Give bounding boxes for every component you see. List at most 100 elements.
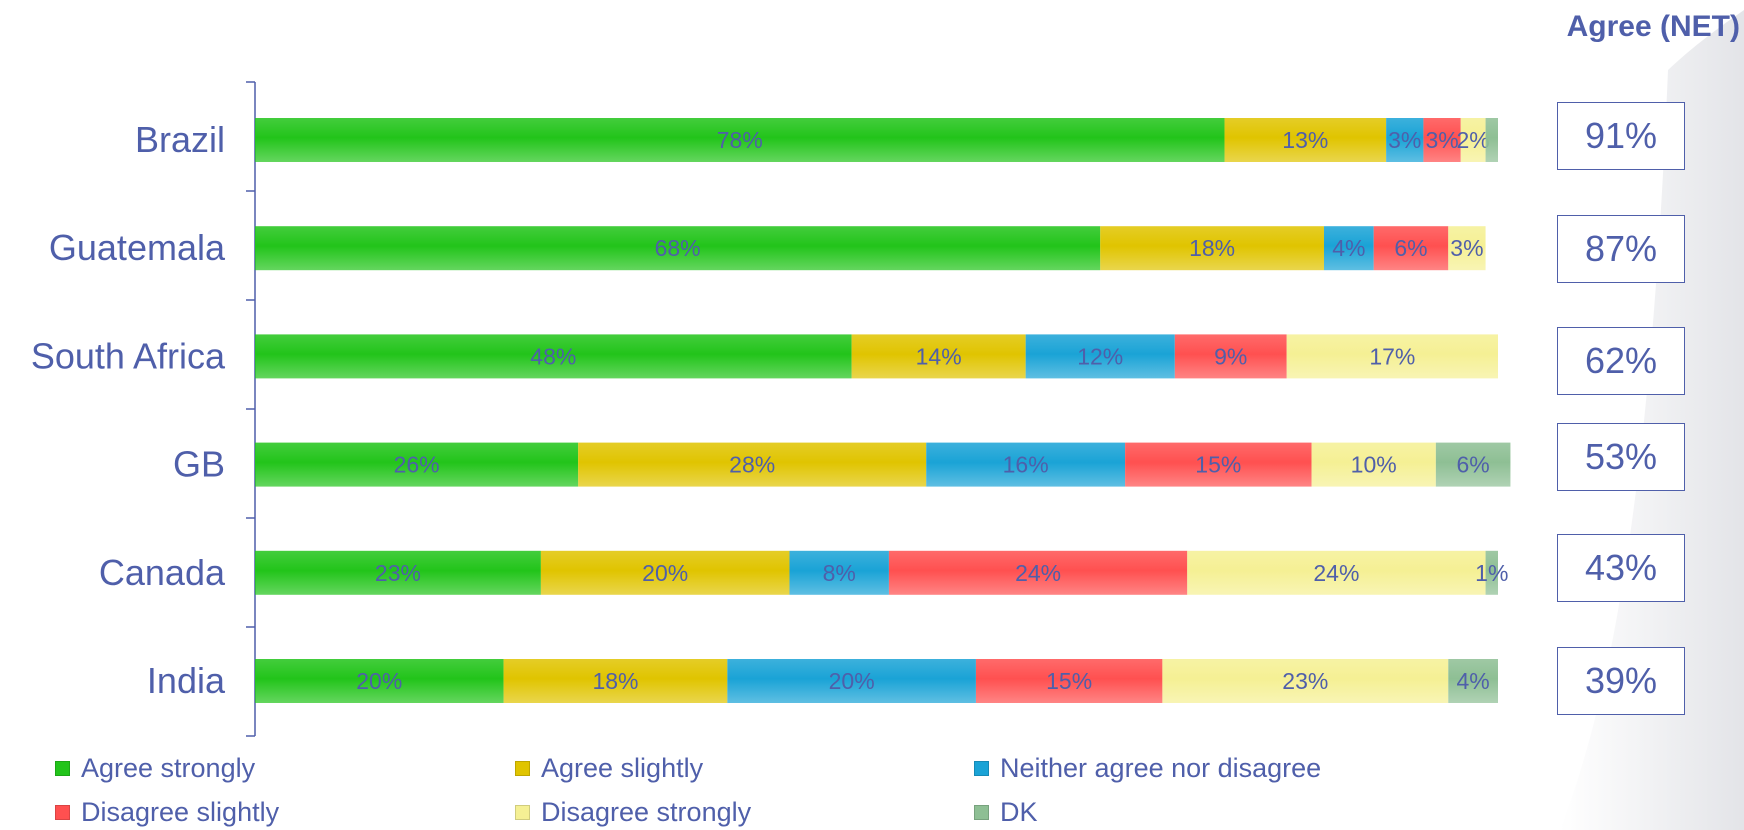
bar-segment bbox=[1460, 118, 1486, 162]
data-label: 16% bbox=[1003, 452, 1049, 478]
legend-label: Disagree slightly bbox=[81, 797, 280, 827]
legend-item-dk: DK bbox=[974, 797, 1038, 828]
data-label: 24% bbox=[1313, 560, 1359, 586]
data-label: 18% bbox=[1189, 235, 1235, 261]
net-value-canada: 43% bbox=[1557, 534, 1685, 602]
bar-segment bbox=[926, 442, 1126, 487]
bar-segment bbox=[1174, 334, 1287, 379]
legend-item-disagree-strongly: Disagree strongly bbox=[515, 797, 751, 828]
bar-segment bbox=[1448, 226, 1486, 271]
net-value-gb: 53% bbox=[1557, 423, 1685, 491]
category-label: India bbox=[147, 660, 226, 701]
data-label: 3% bbox=[1450, 235, 1483, 261]
data-label: 23% bbox=[1282, 668, 1328, 694]
data-label: 6% bbox=[1457, 452, 1490, 478]
data-label: 78% bbox=[717, 127, 763, 153]
data-label: 12% bbox=[1077, 343, 1123, 369]
bar-segment bbox=[1485, 118, 1498, 162]
net-value-guatemala: 87% bbox=[1557, 215, 1685, 283]
bar-segment bbox=[1386, 118, 1424, 162]
bar-segment bbox=[1100, 226, 1324, 271]
legend-label: Neither agree nor disagree bbox=[1000, 753, 1322, 783]
data-label: 20% bbox=[642, 560, 688, 586]
data-label: 8% bbox=[823, 560, 856, 586]
data-label: 9% bbox=[1214, 343, 1247, 369]
bar-segment bbox=[503, 659, 728, 703]
bar-segment bbox=[1435, 442, 1511, 487]
net-value-brazil: 91% bbox=[1557, 102, 1685, 170]
category-label: South Africa bbox=[31, 335, 226, 376]
data-label: 28% bbox=[729, 452, 775, 478]
data-label: 4% bbox=[1332, 235, 1365, 261]
data-label: 4% bbox=[1457, 668, 1490, 694]
net-value-south-africa: 62% bbox=[1557, 327, 1685, 395]
bar-segment bbox=[1286, 334, 1498, 379]
data-label: 13% bbox=[1282, 127, 1328, 153]
bar-segment bbox=[851, 334, 1026, 379]
data-label: 10% bbox=[1351, 452, 1397, 478]
bar-segment bbox=[1323, 226, 1374, 271]
data-label: 26% bbox=[394, 452, 440, 478]
category-label: Guatemala bbox=[49, 227, 226, 268]
bar-segment bbox=[1485, 550, 1498, 595]
category-label: Brazil bbox=[135, 119, 225, 160]
category-label: GB bbox=[173, 444, 225, 485]
legend-item-neither: Neither agree nor disagree bbox=[974, 753, 1321, 784]
bar-segment bbox=[1025, 334, 1175, 379]
legend-swatch-agree-slightly bbox=[515, 761, 530, 776]
bar-segment bbox=[1311, 442, 1436, 487]
bar-segment bbox=[255, 550, 541, 595]
data-label: 3% bbox=[1425, 127, 1458, 153]
legend-label: DK bbox=[1000, 797, 1038, 827]
data-label: 48% bbox=[530, 343, 576, 369]
legend-label: Agree slightly bbox=[541, 753, 704, 783]
bar-segment bbox=[540, 550, 790, 595]
data-label: 14% bbox=[916, 343, 962, 369]
bar-segment bbox=[727, 659, 976, 703]
bar-segment bbox=[789, 550, 889, 595]
bar-segment bbox=[1187, 550, 1486, 595]
bar-segment bbox=[975, 659, 1163, 703]
legend-item-disagree-slightly: Disagree slightly bbox=[55, 797, 279, 828]
bar-segment bbox=[1423, 118, 1461, 162]
bar-segment bbox=[255, 334, 852, 379]
data-label: 20% bbox=[829, 668, 875, 694]
bar-segment bbox=[255, 226, 1101, 271]
net-header: Agree (NET) bbox=[1566, 10, 1740, 43]
legend-swatch-dk bbox=[974, 805, 989, 820]
bar-segment bbox=[255, 659, 504, 703]
data-label: 17% bbox=[1369, 343, 1415, 369]
bar-segment bbox=[255, 442, 579, 487]
legend-swatch-neither bbox=[974, 761, 989, 776]
bar-segment bbox=[255, 118, 1225, 162]
category-label: Canada bbox=[99, 552, 226, 593]
data-label: 20% bbox=[356, 668, 402, 694]
legend-swatch-disagree-slightly bbox=[55, 805, 70, 820]
data-label: 6% bbox=[1394, 235, 1427, 261]
bar-segment bbox=[1373, 226, 1449, 271]
data-label: 18% bbox=[592, 668, 638, 694]
bar-segment bbox=[1448, 659, 1498, 703]
data-label: 1% bbox=[1475, 560, 1508, 586]
bar-segment bbox=[578, 442, 927, 487]
data-label: 23% bbox=[375, 560, 421, 586]
data-label: 2% bbox=[1457, 127, 1490, 153]
legend-label: Agree strongly bbox=[81, 753, 256, 783]
legend-swatch-disagree-strongly bbox=[515, 805, 530, 820]
data-label: 15% bbox=[1195, 452, 1241, 478]
legend-swatch-agree-strongly bbox=[55, 761, 70, 776]
bar-segment bbox=[888, 550, 1188, 595]
legend-item-agree-strongly: Agree strongly bbox=[55, 753, 255, 784]
net-value-india: 39% bbox=[1557, 647, 1685, 715]
data-label: 15% bbox=[1046, 668, 1092, 694]
data-label: 3% bbox=[1388, 127, 1421, 153]
data-label: 68% bbox=[655, 235, 701, 261]
data-label: 24% bbox=[1015, 560, 1061, 586]
legend-label: Disagree strongly bbox=[541, 797, 752, 827]
bar-segment bbox=[1224, 118, 1387, 162]
bar-segment bbox=[1125, 442, 1312, 487]
legend-item-agree-slightly: Agree slightly bbox=[515, 753, 703, 784]
bar-segment bbox=[1162, 659, 1449, 703]
